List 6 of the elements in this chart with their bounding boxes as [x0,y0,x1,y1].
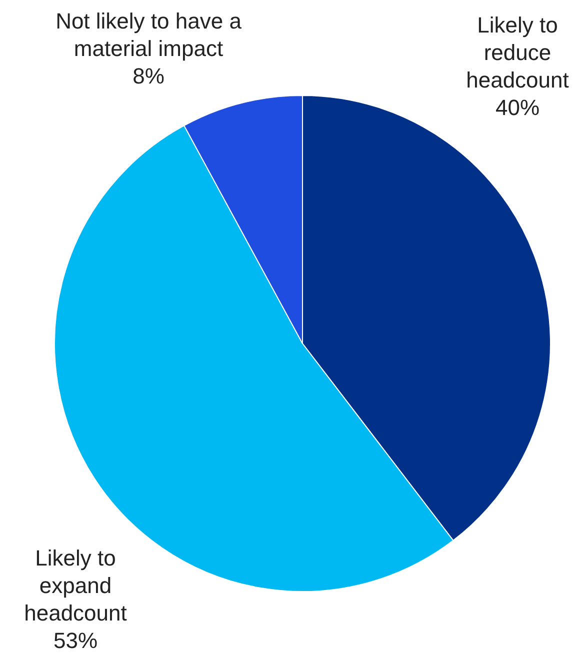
slice-label: Likely to expand headcount [24,546,127,626]
data-label: 40% [495,95,540,120]
slice-label: Not likely to have a material impact [56,8,242,61]
data-label: 53% [53,628,98,653]
data-label: 8% [132,64,164,88]
slice-label: Likely to reduce headcount [466,12,569,92]
